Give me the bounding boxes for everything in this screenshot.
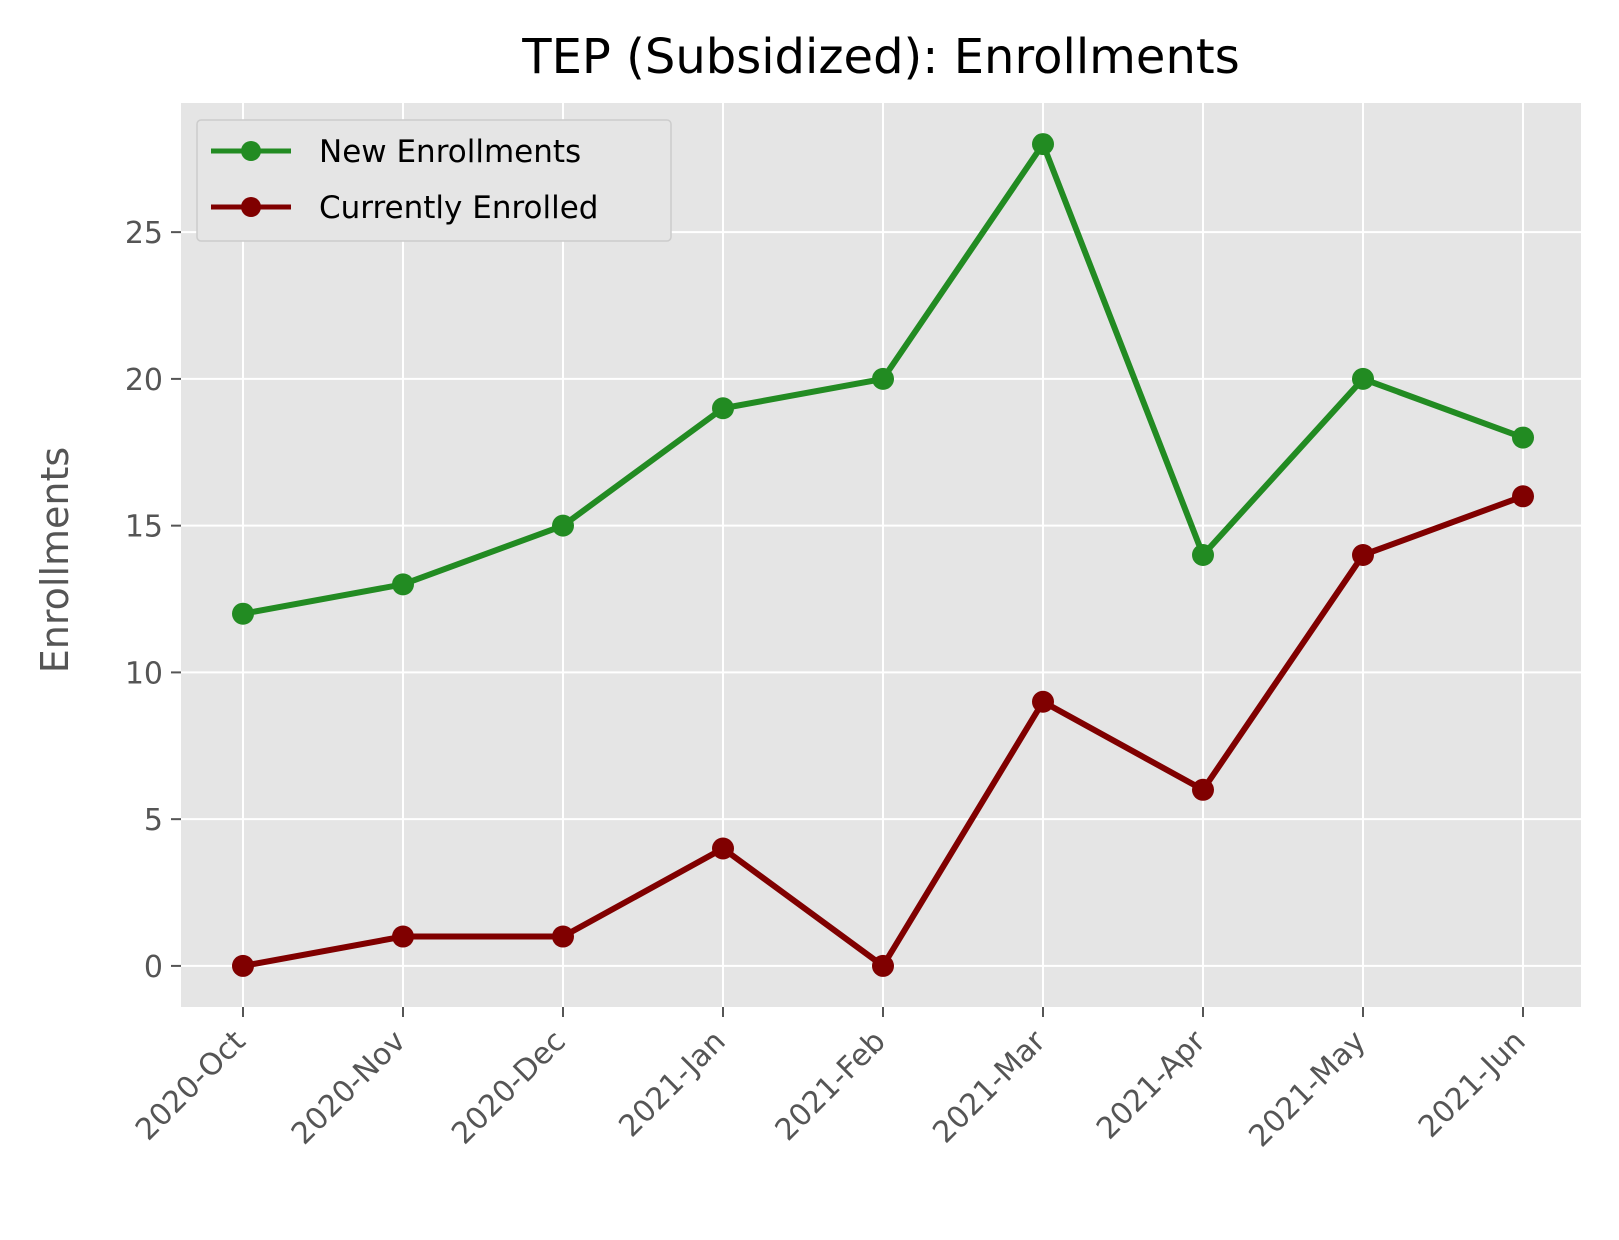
y-tick-label-0: 0 xyxy=(144,950,163,985)
data-point-new-enrollments-2020-nov xyxy=(392,573,414,596)
x-gridlines xyxy=(242,103,1524,1007)
data-point-currently-enrolled-2021-feb xyxy=(872,954,894,977)
legend-box xyxy=(196,119,672,242)
y-tick-label-5: 5 xyxy=(144,803,163,838)
legend-label-new-enrollments: New Enrollments xyxy=(319,134,581,170)
data-point-new-enrollments-2021-mar xyxy=(1032,133,1054,156)
x-tick-label-2021-may: 2021-May xyxy=(1242,1024,1372,1154)
series-currently-enrolled xyxy=(232,485,1534,977)
series-new-enrollments xyxy=(232,133,1534,625)
data-point-new-enrollments-2021-jun xyxy=(1512,426,1534,449)
y-tick-label-20: 20 xyxy=(125,363,163,398)
data-point-new-enrollments-2021-feb xyxy=(872,367,894,390)
data-point-currently-enrolled-2021-jan xyxy=(712,837,734,860)
legend-marker-currently-enrolled xyxy=(241,197,261,217)
x-tick-label-2021-feb: 2021-Feb xyxy=(769,1024,893,1148)
legend-entry-currently-enrolled: Currently Enrolled xyxy=(211,190,598,226)
chart-title: TEP (Subsidized): Enrollments xyxy=(521,29,1239,85)
data-point-new-enrollments-2021-may xyxy=(1352,367,1374,390)
y-tick-label-15: 15 xyxy=(125,510,163,545)
x-tick-label-2020-nov: 2020-Nov xyxy=(285,1024,413,1152)
y-tick-label-10: 10 xyxy=(125,656,163,691)
plot-area xyxy=(181,103,1581,1007)
x-axis: 2020-Oct 2020-Nov 2020-Dec 2021-Jan 2021-Feb… xyxy=(129,1007,1533,1154)
y-axis-label: Enrollments xyxy=(33,447,77,673)
legend-label-currently-enrolled: Currently Enrolled xyxy=(319,190,598,226)
legend-marker-new-enrollments xyxy=(241,141,261,161)
x-tick-label-2020-dec: 2020-Dec xyxy=(445,1024,572,1151)
data-point-currently-enrolled-2021-jun xyxy=(1512,485,1534,508)
data-point-new-enrollments-2020-oct xyxy=(232,602,254,625)
data-point-new-enrollments-2021-apr xyxy=(1192,544,1214,566)
data-point-currently-enrolled-2021-mar xyxy=(1032,690,1054,713)
series-layer xyxy=(232,133,1534,977)
data-point-new-enrollments-2020-dec xyxy=(552,514,574,537)
y-tick-label-25: 25 xyxy=(125,216,163,251)
data-point-currently-enrolled-2021-may xyxy=(1352,544,1374,566)
data-point-currently-enrolled-2021-apr xyxy=(1192,778,1214,801)
data-point-currently-enrolled-2020-dec xyxy=(552,925,574,948)
data-point-currently-enrolled-2020-oct xyxy=(232,954,254,977)
data-point-currently-enrolled-2020-nov xyxy=(392,925,414,948)
x-tick-label-2021-mar: 2021-Mar xyxy=(926,1023,1053,1150)
legend: New Enrollments Currently Enrolled xyxy=(196,119,672,242)
legend-entry-new-enrollments: New Enrollments xyxy=(211,134,581,170)
x-tick-label-2020-oct: 2020-Oct xyxy=(129,1024,253,1148)
x-tick-label-2021-jun: 2021-Jun xyxy=(1412,1024,1533,1145)
x-tick-label-2021-jan: 2021-Jan xyxy=(612,1024,732,1144)
y-axis: 0 5 10 15 20 25 xyxy=(125,216,181,985)
data-point-new-enrollments-2021-jan xyxy=(712,397,734,420)
x-tick-label-2021-apr: 2021-Apr xyxy=(1090,1023,1213,1146)
